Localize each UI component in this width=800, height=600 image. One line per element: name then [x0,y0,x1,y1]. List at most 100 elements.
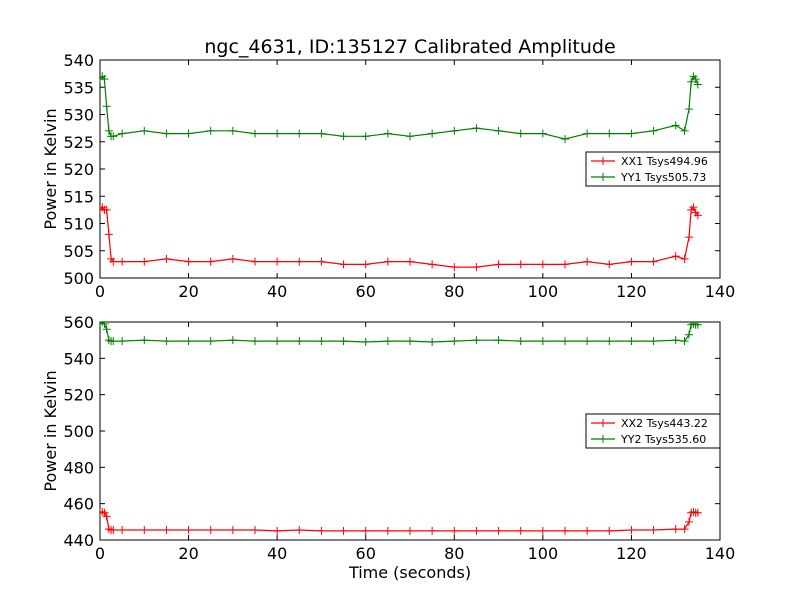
y-tick-label: 530 [63,106,94,125]
data-point-marker [118,129,127,138]
data-point-marker [627,129,636,138]
data-point-marker [494,126,503,135]
data-point-marker [685,233,693,242]
legend: XX2 Tsys443.22 YY2 Tsys535.60 [585,413,721,449]
data-point-marker [583,526,592,535]
data-point-marker [406,257,414,266]
data-point-marker [428,337,437,346]
data-point-marker [140,257,149,266]
x-tick-label: 40 [267,282,287,301]
y-tick-label: 440 [63,531,94,550]
data-point-marker [649,126,658,135]
data-point-marker [516,260,525,269]
data-point-marker [627,257,636,266]
data-point-marker [494,336,503,345]
data-point-marker [561,526,569,535]
x-tick-label: 100 [528,544,559,563]
data-point-marker [109,526,118,535]
y-tick-label: 500 [63,422,94,441]
data-point-marker [228,526,237,535]
legend-label: YY2 Tsys535.60 [620,433,706,446]
data-point-marker [339,526,348,535]
data-point-marker [140,126,149,135]
data-point-marker [104,230,113,239]
data-point-marker [206,126,215,135]
data-point-marker [685,330,693,339]
data-point-marker [317,337,326,346]
data-point-marker [184,526,193,535]
data-point-marker [583,257,592,266]
data-point-marker [689,203,698,212]
x-tick-label: 20 [178,282,198,301]
data-point-marker [538,260,547,269]
data-point-marker [339,337,348,346]
data-point-marker [406,132,414,141]
data-point-marker [118,257,127,266]
data-point-marker [383,526,392,535]
data-point-marker [472,263,481,272]
data-point-marker [538,337,547,346]
data-point-marker [450,526,459,535]
data-point-marker [687,77,696,86]
data-point-marker [228,126,237,135]
x-tick-label: 140 [705,544,736,563]
data-point-marker [685,517,693,526]
data-point-marker [428,129,437,138]
data-point-marker [251,129,259,138]
data-point-marker [228,254,237,263]
data-point-marker [339,132,348,141]
data-point-marker [538,129,547,138]
data-point-marker [228,336,237,345]
y-axis-label: Power in Kelvin [41,370,60,491]
data-point-marker [680,254,689,263]
data-point-marker [671,252,680,261]
y-tick-label: 505 [63,242,94,261]
x-tick-label: 60 [356,282,376,301]
data-point-marker [428,526,437,535]
data-point-marker [317,129,326,138]
data-point-marker [693,322,702,329]
legend-entry: YY1 Tsys505.73 [591,171,706,184]
x-tick-label: 120 [616,282,647,301]
x-tick-label: 40 [267,544,287,563]
data-point-marker [450,126,459,135]
data-point-marker [295,129,304,138]
data-point-marker [118,337,127,346]
data-point-marker [538,526,547,535]
x-tick-label: 100 [528,282,559,301]
y-axis-label: Power in Kelvin [41,108,60,229]
data-point-marker [273,337,282,346]
data-point-marker [140,336,149,345]
y-tick-label: 510 [63,215,94,234]
data-point-marker [428,260,437,269]
data-point-marker [383,129,392,138]
legend-label: XX2 Tsys443.22 [621,417,708,430]
y-tick-label: 525 [63,133,94,152]
data-point-marker [162,526,171,535]
data-point-marker [583,129,592,138]
data-point-marker [561,337,569,346]
data-point-marker [102,102,111,111]
data-point-marker [406,337,414,346]
data-point-marker [162,254,171,263]
data-point-marker [361,132,370,141]
x-axis-label: Time (seconds) [348,563,471,582]
legend-label: YY1 Tsys505.73 [620,171,706,184]
legend-entry: YY2 Tsys535.60 [591,433,706,446]
legend-box [585,413,721,449]
x-tick-label: 80 [444,544,464,563]
series-group [100,72,702,272]
data-point-marker [206,526,215,535]
data-point-marker [627,337,636,346]
data-point-marker [406,526,414,535]
data-point-marker [516,526,525,535]
data-point-marker [317,257,326,266]
data-point-marker [251,337,259,346]
y-tick-label: 515 [63,187,94,206]
y-tick-label: 480 [63,458,94,477]
data-point-marker [295,526,304,535]
data-point-marker [516,337,525,346]
x-tick-label: 80 [444,282,464,301]
data-point-marker [100,322,107,326]
data-point-marker [561,260,569,269]
